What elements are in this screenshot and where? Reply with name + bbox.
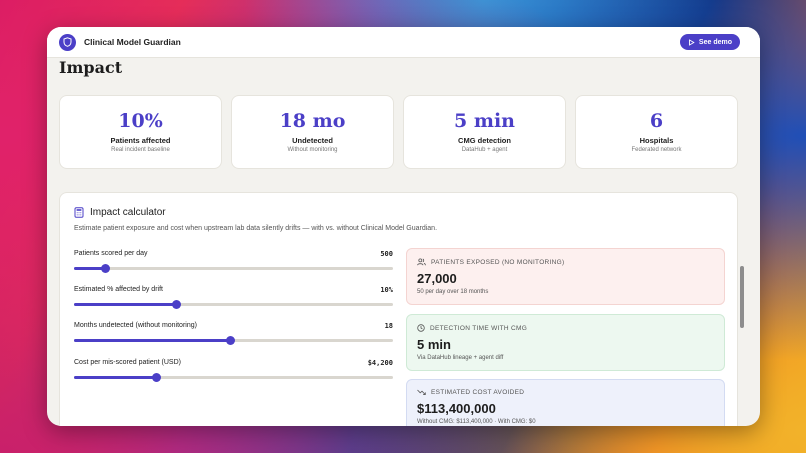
slider-value: 10% bbox=[380, 286, 393, 294]
stat-card-undetected: 18 mo Undetected Without monitoring bbox=[231, 95, 394, 169]
page-title: Impact bbox=[59, 58, 123, 77]
slider-label: Estimated % affected by drift bbox=[74, 286, 163, 293]
stat-label: Undetected bbox=[292, 136, 333, 145]
stat-label: CMG detection bbox=[458, 136, 511, 145]
stat-sub: DataHub + agent bbox=[461, 147, 508, 153]
card-head: Detection time with CMG bbox=[430, 324, 528, 332]
card-cost-avoided: Estimated cost avoided $113,400,000 With… bbox=[406, 379, 725, 426]
slider-label: Patients scored per day bbox=[74, 250, 148, 257]
card-value: 5 min bbox=[417, 337, 451, 352]
slider-track[interactable] bbox=[74, 373, 393, 382]
card-head: Patients exposed (no monitoring) bbox=[431, 258, 565, 266]
see-demo-button[interactable]: See demo bbox=[679, 34, 740, 50]
stat-sub: Without monitoring bbox=[287, 147, 338, 153]
slider-track[interactable] bbox=[74, 300, 393, 309]
clock-icon bbox=[417, 324, 425, 332]
calculator-icon bbox=[74, 207, 84, 218]
stat-value: 5 min bbox=[454, 110, 515, 132]
slider-fill bbox=[74, 339, 231, 342]
calculator-description: Estimate patient exposure and cost when … bbox=[74, 225, 438, 232]
app-window: Clinical Model Guardian See demo Impact … bbox=[47, 27, 760, 426]
card-detection-time: Detection time with CMG 5 min Via DataHu… bbox=[406, 314, 725, 371]
stat-value: 6 bbox=[649, 110, 664, 132]
see-demo-label: See demo bbox=[698, 38, 732, 46]
stat-sub: Real incident baseline bbox=[111, 147, 170, 153]
slider-fill bbox=[74, 376, 157, 379]
calculator-title: Impact calculator bbox=[90, 207, 166, 218]
stat-value: 18 mo bbox=[279, 110, 346, 132]
slider-thumb[interactable] bbox=[171, 300, 181, 309]
slider-value: 18 bbox=[384, 322, 393, 330]
scrollbar[interactable] bbox=[740, 266, 744, 328]
slider-value: $4,200 bbox=[367, 359, 393, 367]
stat-label: Hospitals bbox=[639, 136, 674, 145]
impact-calculator: Impact calculator Estimate patient expos… bbox=[59, 192, 738, 426]
stat-card-cmg-detection: 5 min CMG detection DataHub + agent bbox=[403, 95, 566, 169]
card-value: 27,000 bbox=[417, 271, 457, 286]
top-bar: Clinical Model Guardian See demo bbox=[47, 27, 760, 58]
play-icon bbox=[688, 38, 695, 46]
users-icon bbox=[417, 258, 426, 266]
trending-down-icon bbox=[417, 389, 426, 395]
slider-track[interactable] bbox=[74, 264, 393, 273]
slider-thumb[interactable] bbox=[101, 264, 111, 273]
card-sub: Via DataHub lineage + agent diff bbox=[417, 355, 504, 361]
card-sub: 50 per day over 18 months bbox=[417, 289, 489, 295]
stat-label: Patients affected bbox=[110, 136, 171, 145]
stat-value: 10% bbox=[118, 110, 163, 132]
slider-thumb[interactable] bbox=[225, 336, 235, 345]
card-patients-exposed: Patients exposed (no monitoring) 27,000 … bbox=[406, 248, 725, 305]
slider-label: Cost per mis-scored patient (USD) bbox=[74, 359, 181, 366]
stat-card-hospitals: 6 Hospitals Federated network bbox=[575, 95, 738, 169]
slider-thumb[interactable] bbox=[152, 373, 162, 382]
main-content: Impact 10% Patients affected Real incide… bbox=[59, 58, 745, 426]
slider-fill bbox=[74, 267, 106, 270]
shield-logo-icon bbox=[59, 33, 76, 51]
app-title: Clinical Model Guardian bbox=[84, 37, 181, 47]
stat-card-patients-affected: 10% Patients affected Real incident base… bbox=[59, 95, 222, 169]
slider-fill bbox=[74, 303, 177, 306]
card-sub: Without CMG: $113,400,000 · With CMG: $0 bbox=[417, 419, 536, 425]
slider-value: 500 bbox=[380, 250, 393, 258]
stat-sub: Federated network bbox=[631, 147, 682, 153]
card-head: Estimated cost avoided bbox=[431, 389, 525, 396]
card-value: $113,400,000 bbox=[417, 401, 496, 416]
slider-track[interactable] bbox=[74, 336, 393, 345]
slider-label: Months undetected (without monitoring) bbox=[74, 322, 197, 329]
